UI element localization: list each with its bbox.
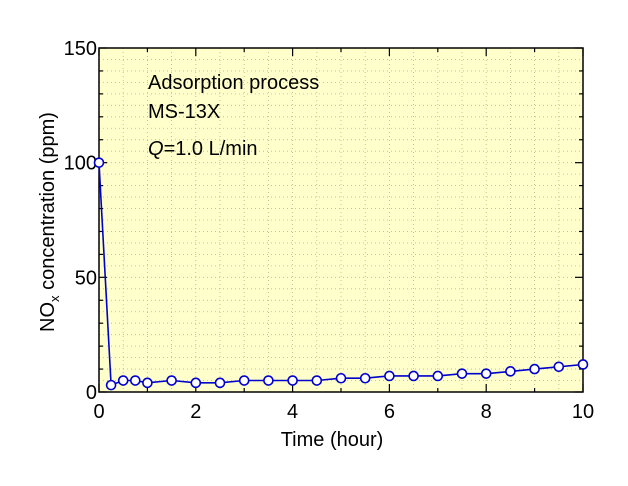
data-point (432, 370, 444, 382)
data-point (287, 375, 298, 386)
x-tick-label: 4 (287, 401, 298, 423)
data-point (214, 377, 226, 389)
x-tick-label: 0 (93, 401, 104, 423)
data-point (529, 363, 540, 375)
data-point (130, 375, 141, 386)
grid (99, 48, 583, 392)
data-point (142, 377, 153, 389)
x-tick-label: 8 (481, 401, 492, 423)
series (93, 157, 589, 391)
y-axis-label-suffix: concentration (ppm) (37, 112, 59, 295)
y-tick-label: 0 (86, 382, 97, 404)
y-tick-label: 50 (75, 267, 97, 289)
x-tick-label: 6 (384, 401, 395, 423)
data-point (93, 157, 105, 168)
data-point (480, 368, 492, 379)
data-point (166, 375, 177, 386)
data-point (263, 375, 274, 386)
annotation-flow-symbol: Q (148, 138, 164, 160)
y-axis-label-prefix: NO (37, 302, 59, 332)
data-point (456, 368, 468, 379)
data-point (384, 370, 395, 382)
y-tick-label: 150 (64, 38, 97, 60)
data-point (311, 375, 323, 386)
y-axis-label-subscript: x (47, 295, 62, 302)
y-tick-label: 100 (64, 153, 97, 175)
annotation-material: MS-13X (148, 101, 220, 123)
y-axis-label: NOx concentration (ppm) (37, 112, 62, 332)
data-point (105, 379, 117, 391)
ticks (98, 47, 584, 393)
x-tick-label: 10 (572, 401, 594, 423)
data-point (553, 361, 565, 373)
x-tick-label: 2 (190, 401, 201, 423)
data-point (577, 359, 589, 370)
annotation-process: Adsorption process (148, 72, 319, 94)
data-point (505, 366, 516, 377)
data-point (190, 377, 202, 389)
annotation-flow: Q=1.0 L/min (148, 138, 258, 160)
x-axis-label: Time (hour) (281, 429, 384, 451)
data-point (408, 370, 419, 382)
annotation-flow-value: =1.0 L/min (164, 138, 258, 160)
data-point (238, 375, 250, 386)
data-point (359, 372, 371, 384)
data-point (117, 375, 129, 386)
data-point (335, 372, 347, 384)
